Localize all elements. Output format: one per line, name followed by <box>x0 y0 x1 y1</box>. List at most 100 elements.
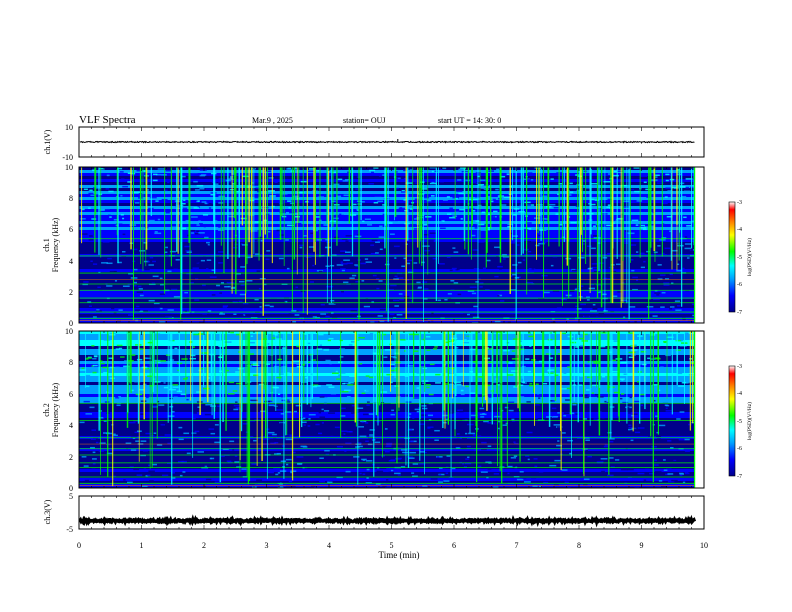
spectrogram-speckle <box>684 332 689 334</box>
spectrogram-speckle <box>192 346 195 348</box>
spectrogram-speckle <box>684 247 692 250</box>
spectrogram-speckle <box>630 244 637 246</box>
x-tick-label: 7 <box>515 541 519 550</box>
spectrogram-speckle <box>470 466 475 468</box>
spectrogram-speckle <box>152 405 158 407</box>
spectrogram-speckle <box>279 422 284 425</box>
spectrogram-speckle <box>281 301 286 304</box>
spectrogram-speckle <box>340 250 347 252</box>
spectrogram-speckle <box>628 426 634 429</box>
ch1-yticks: 0 2 4 6 8 10 <box>65 163 73 328</box>
spectrogram-speckle <box>375 278 380 280</box>
spectrogram-speckle <box>510 457 517 459</box>
spectrogram-speckle <box>357 432 362 434</box>
spectrogram-speckle <box>392 299 400 302</box>
spectrogram-speckle <box>208 254 212 256</box>
spectrogram-speckle <box>416 387 420 389</box>
spectrogram-speckle <box>276 217 282 219</box>
spectrogram-speckle <box>605 314 608 317</box>
spectrogram-speckle <box>204 215 210 217</box>
spectrogram-speckle <box>103 371 108 374</box>
spectrogram-speckle <box>592 303 596 306</box>
spectrogram-speckle <box>235 333 241 336</box>
spectrogram-speckle <box>509 275 513 277</box>
spectrogram-speckle <box>449 404 455 406</box>
spectrogram-speckle <box>530 474 537 476</box>
spectrogram-speckle <box>582 394 588 397</box>
spectrogram-speckle <box>180 320 183 323</box>
spectrogram-speckle <box>485 461 492 463</box>
spectrogram-speckle <box>169 388 176 391</box>
spectrogram-speckle <box>365 298 369 300</box>
spectrogram-speckle <box>679 474 683 477</box>
spectrogram-speckle <box>125 288 128 291</box>
spectrogram-speckle <box>677 305 681 307</box>
spectrogram-speckle <box>253 182 259 184</box>
spectrogram-speckle <box>300 318 303 321</box>
spectrogram-band <box>79 424 695 428</box>
ch1-spectrogram-ylabel-channel: ch.1 <box>42 238 51 252</box>
spectrogram-speckle <box>538 242 545 245</box>
spectrogram-speckle <box>526 431 533 434</box>
spectrogram-speckle <box>585 439 590 442</box>
spectrogram-speckle <box>474 332 481 334</box>
spectrogram-speckle <box>510 247 514 250</box>
spectrogram-speckle <box>606 224 614 227</box>
spectrogram-speckle <box>113 218 119 221</box>
spectrogram-speckle <box>394 472 401 475</box>
spectrogram-speckle <box>189 279 194 282</box>
spectrogram-speckle <box>531 476 537 479</box>
spectrogram-speckle <box>258 287 262 290</box>
spectrogram-speckle <box>249 459 257 461</box>
spectrogram-speckle <box>389 468 396 470</box>
spectrogram-speckle <box>417 199 420 202</box>
spectrogram-speckle <box>587 361 590 363</box>
ch3-waveform-ticks <box>78 496 705 529</box>
spectrogram-speckle <box>542 195 548 198</box>
spectrogram-speckle <box>459 410 464 413</box>
spectrogram-speckle <box>130 172 136 175</box>
spectrogram-speckle <box>427 240 434 242</box>
spectrogram-speckle <box>341 290 344 293</box>
spectrogram-speckle <box>525 281 533 284</box>
spectrogram-speckle <box>204 202 208 205</box>
spectrogram-speckle <box>186 298 190 300</box>
spectrogram-speckle <box>620 299 627 302</box>
spectrogram-speckle <box>344 450 347 452</box>
spectrogram-speckle <box>421 405 427 407</box>
spectrogram-speckle <box>312 264 315 267</box>
spectrogram-speckle <box>654 176 658 178</box>
spectrogram-speckle <box>361 201 365 203</box>
spectrogram-speckle <box>359 472 362 475</box>
spectrogram-speckle <box>505 293 509 295</box>
spectrogram-speckle <box>299 246 303 249</box>
spectrogram-speckle <box>175 259 180 261</box>
spectrogram-speckle <box>663 284 670 286</box>
spectrogram-speckle <box>486 213 491 216</box>
spectrogram-speckle <box>449 411 456 414</box>
spectrogram-speckle <box>220 372 223 375</box>
spectrogram-speckle <box>167 181 170 184</box>
spectrogram-speckle <box>301 443 307 446</box>
spectrogram-speckle <box>131 354 136 356</box>
spectrogram-speckle <box>171 411 175 413</box>
spectrogram-speckle <box>434 429 440 432</box>
spectrogram-speckle <box>153 173 158 176</box>
spectrogram-speckle <box>153 432 157 434</box>
spectrogram-speckle <box>160 424 165 426</box>
ch1-waveform-ticks <box>78 127 705 157</box>
spectrogram-speckle <box>532 218 536 221</box>
spectrogram-speckle <box>522 259 526 261</box>
spectrogram-speckle <box>254 221 261 223</box>
spectrogram-speckle <box>669 308 673 310</box>
spectrogram-speckle <box>502 253 507 256</box>
spectrogram-speckle <box>274 404 281 407</box>
spectrogram-speckle <box>178 293 182 296</box>
spectrogram-band <box>79 430 695 434</box>
spectrogram-speckle <box>460 315 466 318</box>
spectrogram-speckle <box>407 365 414 367</box>
spectrogram-speckle <box>83 394 90 397</box>
spectrogram-speckle <box>533 428 536 431</box>
spectrogram-speckle <box>98 193 103 195</box>
